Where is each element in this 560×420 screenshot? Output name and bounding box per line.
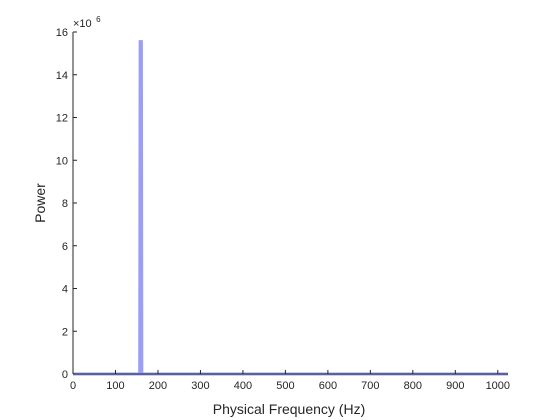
y-tick-label: 8 bbox=[62, 198, 68, 210]
x-tick-label: 400 bbox=[234, 380, 252, 392]
y-axis-exponent-base: ×10 bbox=[73, 18, 92, 30]
y-tick-label: 4 bbox=[62, 284, 68, 296]
x-axis-label: Physical Frequency (Hz) bbox=[213, 401, 366, 417]
y-tick-label: 2 bbox=[62, 326, 68, 338]
axes bbox=[72, 32, 508, 375]
x-tick-label: 100 bbox=[106, 380, 124, 392]
y-axis-exponent: ×10 6 bbox=[73, 14, 101, 31]
y-axis-ticks: 0 2 4 6 8 10 12 14 16 bbox=[56, 27, 77, 381]
y-tick-label: 10 bbox=[56, 155, 68, 167]
plot-area bbox=[73, 40, 508, 376]
x-tick-label: 200 bbox=[149, 380, 167, 392]
x-tick-label: 600 bbox=[319, 380, 337, 392]
y-tick-label: 6 bbox=[62, 241, 68, 253]
y-tick-label: 16 bbox=[56, 27, 68, 39]
y-axis-exponent-power: 6 bbox=[96, 15, 101, 24]
x-tick-label: 500 bbox=[276, 380, 294, 392]
x-axis-ticks: 0 100 200 300 400 500 600 700 800 900 1000 bbox=[70, 370, 510, 392]
x-tick-label: 700 bbox=[361, 380, 379, 392]
y-axis-label: Power bbox=[32, 183, 48, 223]
x-tick-label: 300 bbox=[191, 380, 209, 392]
y-tick-label: 14 bbox=[56, 70, 68, 82]
x-tick-label: 900 bbox=[446, 380, 464, 392]
x-tick-label: 0 bbox=[70, 380, 76, 392]
series-line-1 bbox=[73, 40, 508, 376]
x-tick-label: 800 bbox=[404, 380, 422, 392]
y-tick-label: 12 bbox=[56, 113, 68, 125]
y-tick-label: 0 bbox=[62, 369, 68, 381]
x-tick-label: 1000 bbox=[486, 380, 510, 392]
